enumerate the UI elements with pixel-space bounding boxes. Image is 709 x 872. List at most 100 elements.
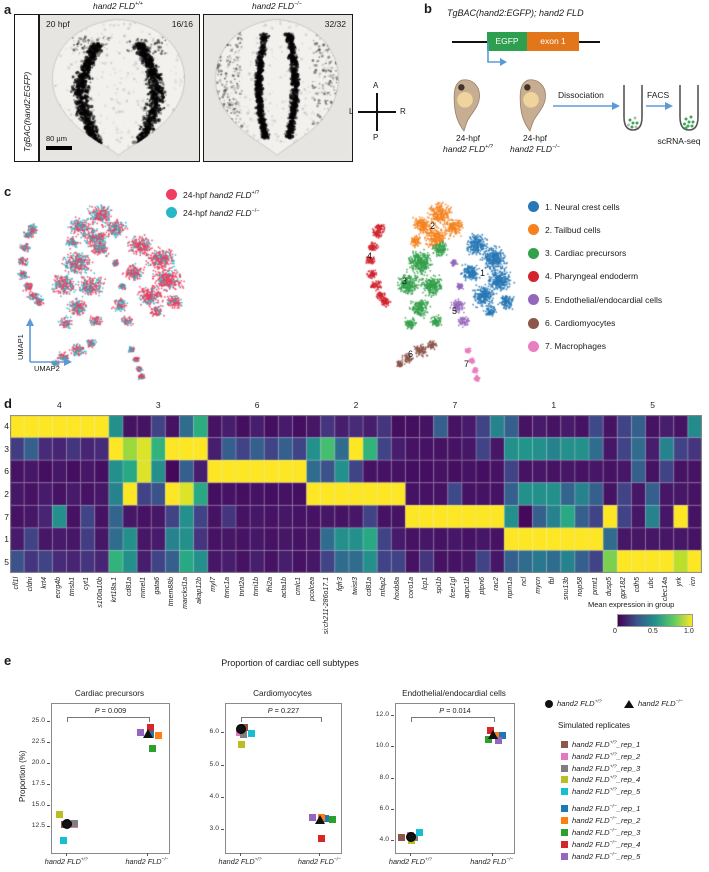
legend-replicate-swatch bbox=[561, 817, 568, 824]
legend-replicate-swatch bbox=[561, 853, 568, 860]
replicate-point bbox=[55, 810, 63, 818]
x-tick-label: hand2 FLD+/? bbox=[218, 857, 262, 866]
x-tick-mark bbox=[146, 853, 148, 856]
legend-replicate-label: hand2 FLD−/−_rep_3 bbox=[572, 828, 641, 837]
facs-arrow bbox=[646, 102, 673, 110]
umap-cluster-number-3: 3 bbox=[402, 276, 408, 287]
gene-label-twist3: twist3 bbox=[351, 577, 359, 595]
count-label-wt: 16/16 bbox=[171, 19, 193, 29]
legend-replicate-label: hand2 FLD+/?_rep_1 bbox=[572, 740, 641, 749]
cluster-legend-item-5: 5. Endothelial/endocardial cells bbox=[528, 294, 662, 306]
umap-cluster-number-1: 1 bbox=[480, 268, 486, 279]
replicate-point bbox=[485, 736, 493, 744]
gene-label-clec14a: clec14a bbox=[662, 577, 670, 602]
x-tick-mark bbox=[239, 853, 241, 856]
panel-a-side-label-box: TgBAC(hand2:EGFP) bbox=[14, 14, 39, 162]
replicate-point bbox=[59, 836, 67, 844]
x-tick-mark bbox=[66, 853, 68, 856]
heatmap-row-label-6: 6 bbox=[4, 466, 9, 477]
gene-label-ubc: ubc bbox=[648, 577, 656, 589]
embryo-wt-stage: 24-hpf bbox=[455, 133, 481, 143]
y-tick-label: 10.0 bbox=[375, 742, 389, 750]
legend-replicate-item: hand2 FLD+/?_rep_5 bbox=[561, 787, 640, 796]
panel-b-label: b bbox=[424, 1, 432, 16]
gene-label-npm1a: npm1a bbox=[506, 577, 514, 599]
replicate-point bbox=[137, 728, 145, 736]
legend-triangle-marker bbox=[624, 699, 634, 708]
y-tick-label: 20.0 bbox=[31, 758, 45, 766]
y-tick-mark bbox=[391, 746, 394, 748]
cluster-legend-label: 4. Pharyngeal endoderm bbox=[545, 271, 639, 282]
x-tick-mark bbox=[491, 853, 493, 856]
gene-label-rac2: rac2 bbox=[492, 577, 500, 591]
cluster-legend-item-6: 6. Cardiomyocytes bbox=[528, 317, 616, 329]
y-tick-mark bbox=[47, 825, 50, 827]
replicate-point bbox=[321, 815, 329, 823]
scrnaseq-label: scRNA-seq bbox=[657, 136, 701, 146]
legend-replicate-swatch bbox=[561, 764, 568, 772]
gene-label-yrk: yrk bbox=[676, 577, 684, 587]
cluster-legend-label: 7. Macrophages bbox=[545, 341, 606, 352]
replicate-point bbox=[248, 730, 256, 738]
gene-label-cd81a: cd81a bbox=[365, 577, 373, 597]
replicate-point bbox=[308, 813, 316, 821]
y-tick-label: 12.0 bbox=[375, 711, 389, 719]
gene-label-snu13b: snu13b bbox=[563, 577, 571, 600]
proportion-plot-1: P = 0.009 bbox=[51, 703, 170, 854]
panel-a-label: a bbox=[4, 2, 12, 17]
y-tick-label: 17.5 bbox=[31, 779, 45, 787]
significance-bracket bbox=[411, 717, 495, 722]
panel-d-label: d bbox=[4, 396, 12, 411]
y-tick-label: 15.0 bbox=[31, 800, 45, 808]
mean-marker-triangle bbox=[315, 814, 326, 824]
stage-label: 20 hpf bbox=[46, 19, 70, 29]
heatmap-row-label-7: 7 bbox=[4, 511, 9, 522]
gene-label-ptpn6: ptpn6 bbox=[478, 577, 486, 595]
cluster-legend-item-7: 7. Macrophages bbox=[528, 340, 606, 352]
compass-horizontal-line bbox=[358, 111, 396, 113]
y-tick-label: 12.5 bbox=[31, 821, 45, 829]
scale-bar bbox=[46, 146, 72, 150]
umap-cluster-number-2: 2 bbox=[430, 221, 436, 232]
cluster-legend-label: 6. Cardiomyocytes bbox=[545, 318, 616, 328]
gene-label-nop58: nop58 bbox=[577, 577, 585, 597]
gene-label-krt4: krt4 bbox=[40, 577, 48, 589]
mean-marker-circle bbox=[62, 819, 73, 830]
gene-label-cldni: cldni bbox=[26, 577, 34, 592]
cluster-legend-dot-1 bbox=[528, 201, 539, 212]
legend-replicate-item: hand2 FLD+/?_rep_4 bbox=[561, 775, 640, 784]
legend-replicate-label: hand2 FLD−/−_rep_4 bbox=[572, 840, 641, 849]
dissociation-arrow bbox=[553, 102, 620, 110]
x-tick-label: hand2 FLD+/? bbox=[388, 857, 432, 866]
umap-genotype-plot bbox=[10, 196, 235, 388]
compass-right: R bbox=[400, 107, 406, 116]
gene-label-gpr182: gpr182 bbox=[619, 577, 627, 599]
replicate-point bbox=[147, 724, 155, 732]
panel-a-title-mut: hand2 FLD−/− bbox=[251, 1, 303, 11]
y-tick-mark bbox=[391, 715, 394, 717]
egfp-box: EGFP bbox=[487, 32, 527, 51]
y-tick-mark bbox=[391, 808, 394, 810]
replicate-point bbox=[238, 740, 246, 748]
y-tick-mark bbox=[221, 796, 224, 798]
colorbar-tick-0: 0 bbox=[613, 628, 617, 635]
sorted-cells-tube bbox=[679, 85, 699, 131]
facs-label: FACS bbox=[647, 90, 670, 100]
wt-embryo-image bbox=[40, 15, 197, 158]
panel-e-title: Proportion of cardiac cell subtypes bbox=[221, 658, 359, 668]
legend-replicate-swatch bbox=[561, 776, 568, 784]
mut-embryo-micrograph: 32/32 bbox=[203, 14, 353, 162]
transcription-start-arrow bbox=[487, 43, 507, 66]
legend-replicate-item: hand2 FLD−/−_rep_3 bbox=[561, 828, 640, 837]
cluster-legend-item-3: 3. Cardiac precursors bbox=[528, 247, 627, 259]
legend-replicate-label: hand2 FLD−/−_rep_5 bbox=[572, 852, 641, 861]
gene-label-hoxb8a: hoxb8a bbox=[393, 577, 401, 600]
y-tick-label: 8.0 bbox=[379, 773, 389, 781]
umap-cluster-number-5: 5 bbox=[452, 305, 458, 316]
heatmap-group-label-2: 2 bbox=[353, 400, 359, 410]
replicate-point bbox=[499, 732, 507, 740]
gene-label-ncl: ncl bbox=[520, 577, 528, 586]
legend-replicate-item: hand2 FLD−/−_rep_4 bbox=[561, 840, 640, 849]
x-tick-mark bbox=[319, 853, 321, 856]
cluster-legend-label: 3. Cardiac precursors bbox=[545, 248, 627, 259]
